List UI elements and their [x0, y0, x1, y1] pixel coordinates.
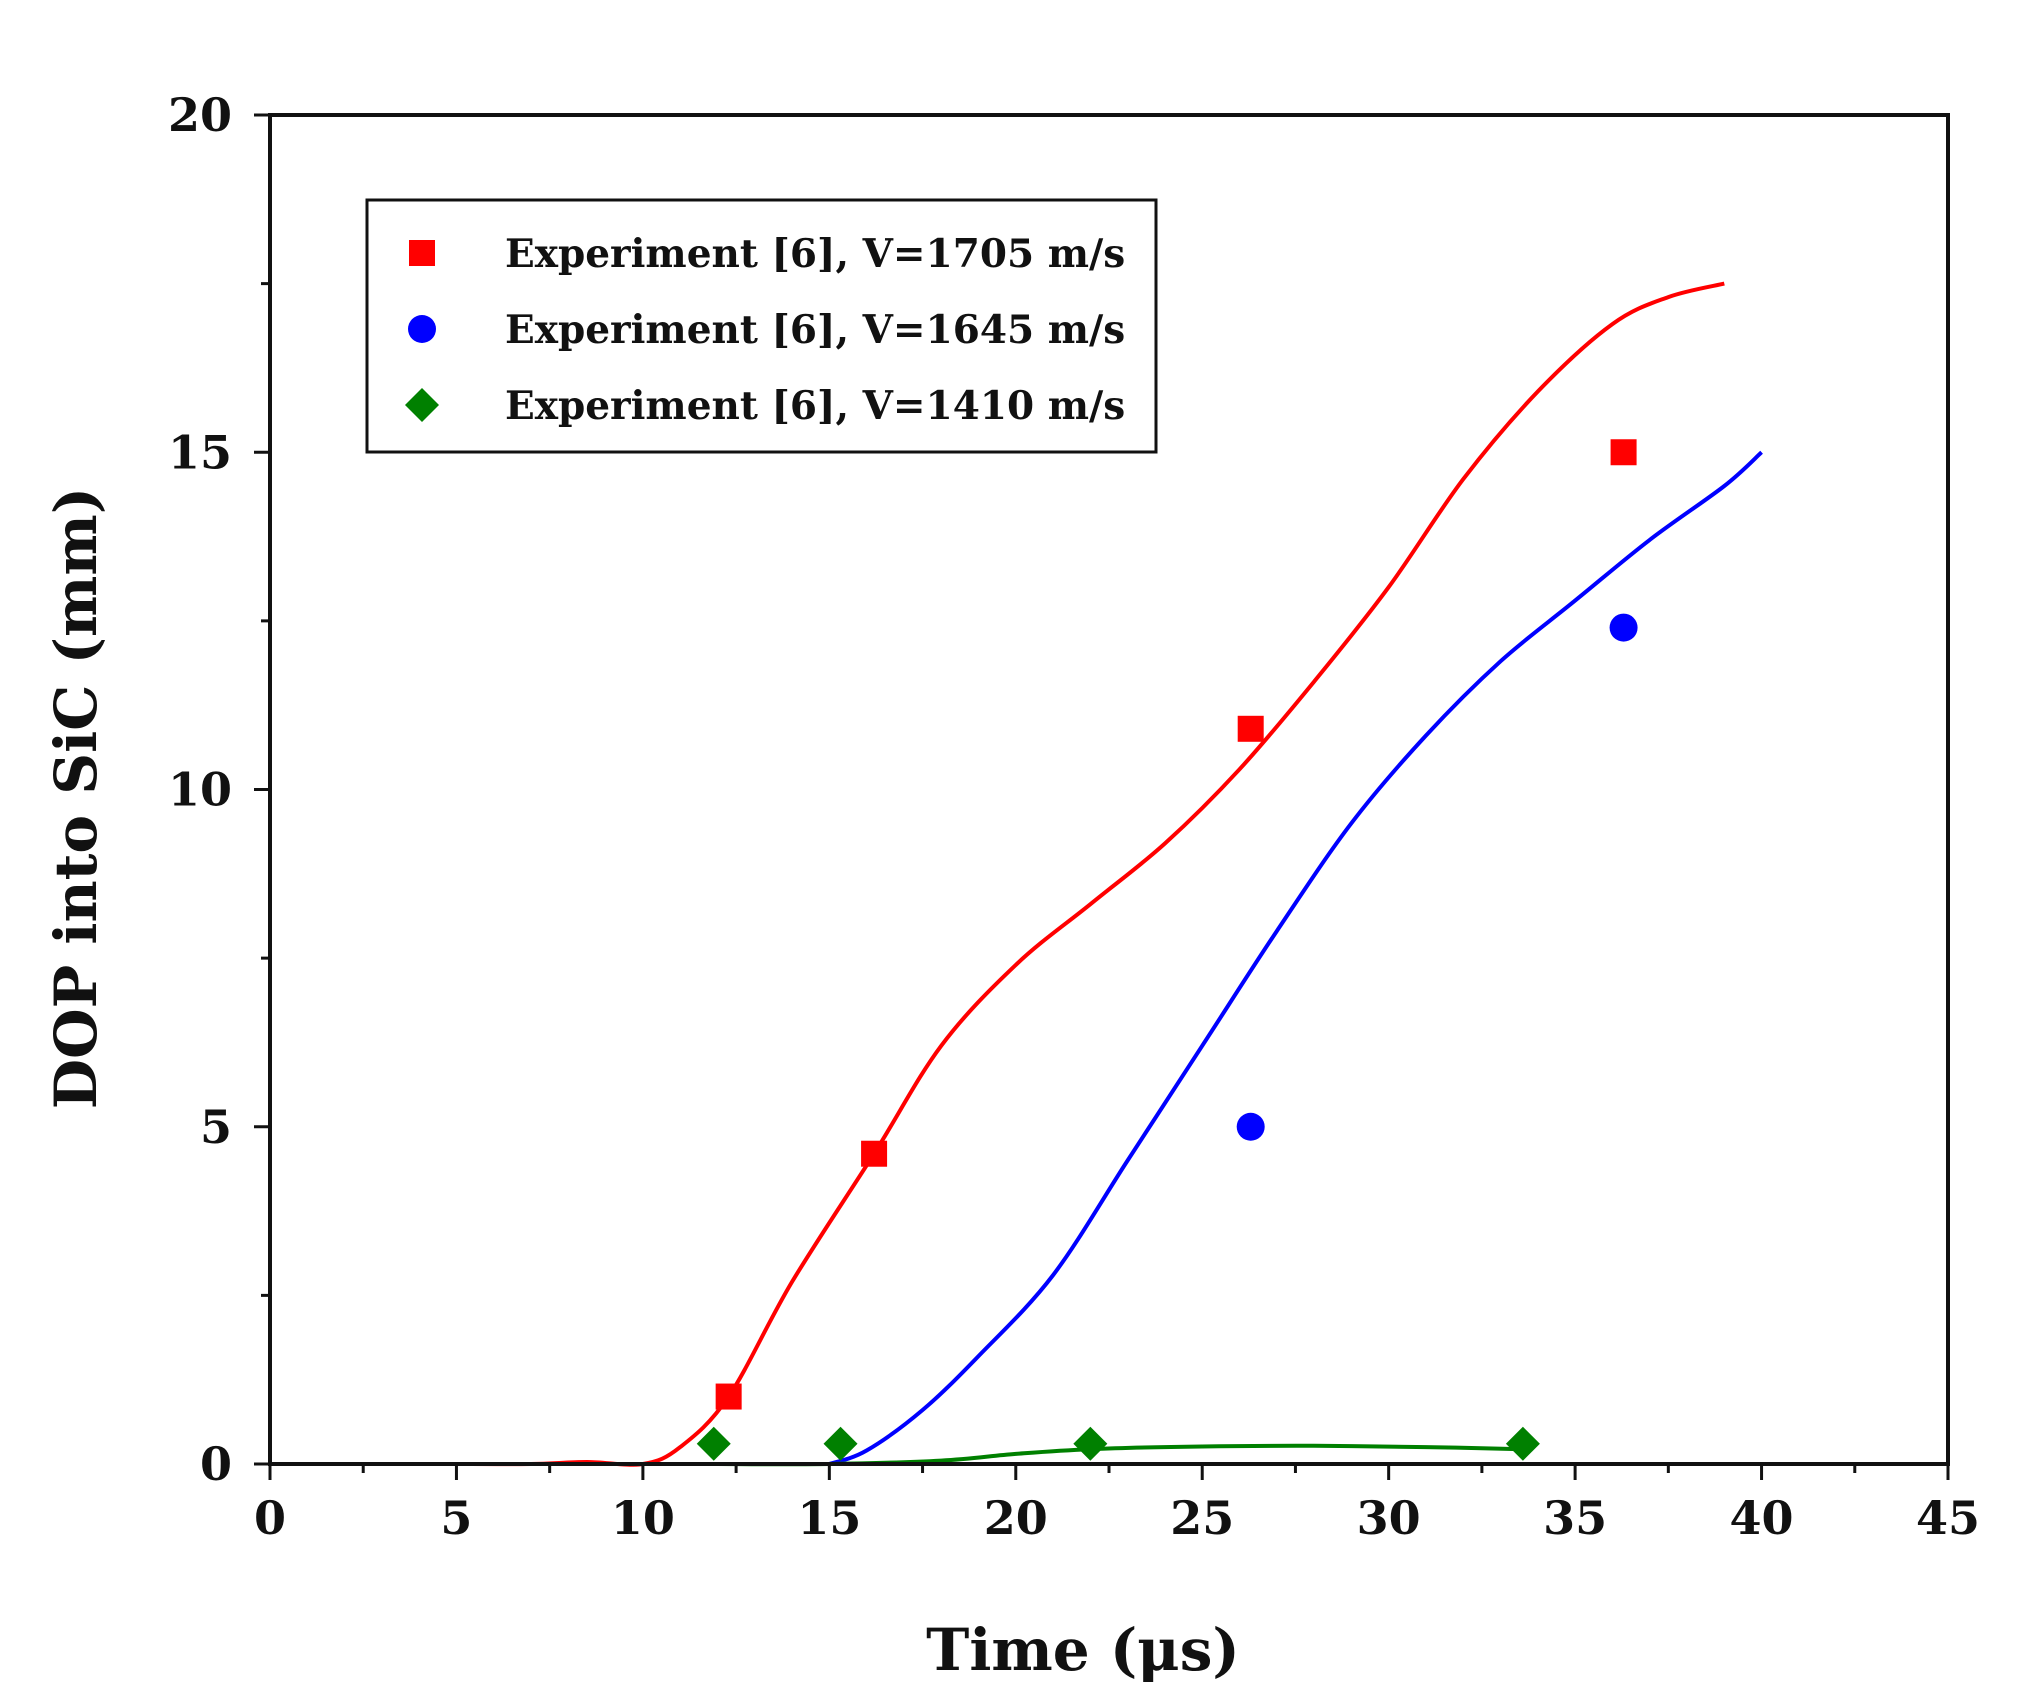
x-tick-label: 5: [440, 1491, 472, 1545]
legend-label-1410: Experiment [6], V=1410 m/s: [505, 383, 1125, 429]
data-point-1410: [1073, 1426, 1108, 1461]
legend-marker-1705: [409, 240, 435, 266]
fit-curve-1645: [828, 450, 1763, 1466]
y-tick-label: 10: [168, 763, 232, 817]
legend-marker-1645: [408, 315, 436, 343]
data-point-1645: [1236, 1112, 1265, 1141]
data-point-1410: [696, 1426, 731, 1461]
data-point-1705: [1237, 715, 1264, 742]
y-axis-title: DOP into SiC (mm): [42, 487, 110, 1109]
fit-curve-1705: [456, 281, 1725, 1467]
y-tick-label: 0: [200, 1437, 232, 1491]
legend-box: [365, 198, 1158, 454]
series-1645: [828, 450, 1763, 1466]
x-tick-label: 10: [611, 1491, 675, 1545]
data-point-1705: [1610, 439, 1637, 466]
legend-marker-1410: [405, 388, 439, 422]
data-point-1645: [1609, 613, 1638, 642]
y-tick-label: 15: [168, 425, 232, 479]
data-point-1705: [861, 1140, 888, 1167]
x-tick-label: 45: [1916, 1491, 1980, 1545]
data-point-1410: [823, 1426, 858, 1461]
axes: 0 5 10 15 20 25 30 35 40 45 0 5 10 15 20: [168, 88, 1980, 1545]
plot-area: [456, 281, 1763, 1467]
x-tick-label: 15: [797, 1491, 861, 1545]
x-tick-label: 40: [1730, 1491, 1794, 1545]
data-point-1410: [1505, 1426, 1540, 1461]
series-1705: [456, 281, 1725, 1467]
x-tick-label: 0: [254, 1491, 286, 1545]
y-tick-label: 5: [200, 1100, 232, 1154]
legend: Experiment [6], V=1705 m/s Experiment [6]…: [365, 198, 1158, 454]
x-tick-label: 20: [984, 1491, 1048, 1545]
x-tick-label: 35: [1543, 1491, 1607, 1545]
legend-label-1645: Experiment [6], V=1645 m/s: [505, 307, 1125, 353]
data-point-1705: [715, 1383, 742, 1410]
legend-label-1705: Experiment [6], V=1705 m/s: [505, 231, 1125, 277]
x-tick-label: 30: [1357, 1491, 1421, 1545]
x-axis-title: Time (μs): [926, 1616, 1240, 1684]
y-tick-label: 20: [168, 88, 232, 142]
x-tick-label: 25: [1170, 1491, 1234, 1545]
